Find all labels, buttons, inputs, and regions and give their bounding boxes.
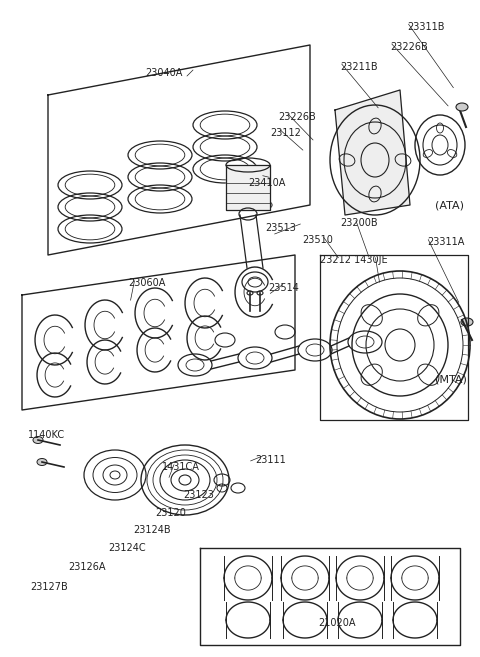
Ellipse shape [461, 318, 473, 326]
Text: 23120: 23120 [155, 508, 186, 518]
Text: 1431CA: 1431CA [162, 462, 200, 472]
Text: 23211B: 23211B [340, 62, 378, 72]
Text: 23311A: 23311A [427, 237, 464, 247]
Ellipse shape [33, 436, 43, 443]
Polygon shape [200, 548, 460, 645]
Text: 23200B: 23200B [340, 218, 378, 228]
Polygon shape [48, 45, 310, 255]
Text: (ATA): (ATA) [435, 200, 464, 210]
Text: 23126A: 23126A [68, 562, 106, 572]
Text: 23212 1430JE: 23212 1430JE [320, 255, 388, 265]
Text: 23124B: 23124B [133, 525, 170, 535]
Text: 23513: 23513 [265, 223, 296, 233]
Text: 23124C: 23124C [108, 543, 145, 553]
Text: 23112: 23112 [270, 128, 301, 138]
Polygon shape [226, 165, 270, 210]
Ellipse shape [456, 103, 468, 111]
Polygon shape [335, 90, 410, 215]
Ellipse shape [37, 459, 47, 466]
Text: 23514: 23514 [268, 283, 299, 293]
Text: 23123: 23123 [183, 490, 214, 500]
Text: 23311B: 23311B [407, 22, 444, 32]
Text: 21020A: 21020A [318, 618, 356, 628]
Text: 23040A: 23040A [145, 68, 182, 78]
Polygon shape [320, 255, 468, 420]
Text: 23410A: 23410A [248, 178, 286, 188]
Text: 23111: 23111 [255, 455, 286, 465]
Text: 23226B: 23226B [278, 112, 316, 122]
Text: 23226B: 23226B [390, 42, 428, 52]
Text: 23060A: 23060A [128, 278, 166, 288]
Text: 1140KC: 1140KC [28, 430, 65, 440]
Text: 23510: 23510 [302, 235, 333, 245]
Polygon shape [22, 255, 295, 410]
Text: 23127B: 23127B [30, 582, 68, 592]
Text: (MTA): (MTA) [435, 375, 467, 385]
